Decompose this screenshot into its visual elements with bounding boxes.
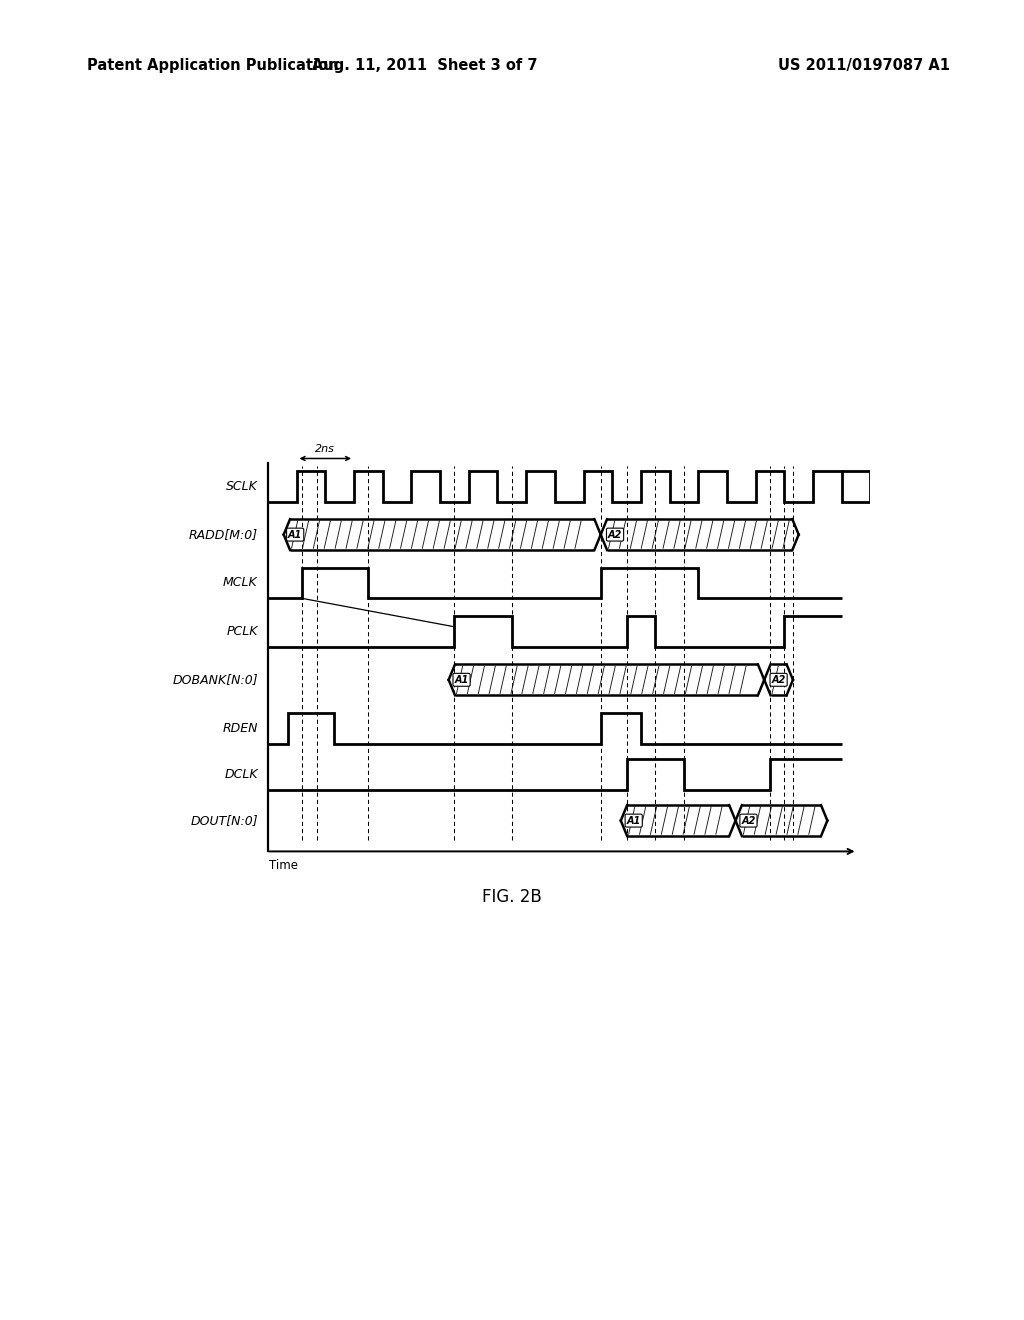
Text: US 2011/0197087 A1: US 2011/0197087 A1	[778, 58, 950, 73]
Text: Patent Application Publication: Patent Application Publication	[87, 58, 339, 73]
Text: SCLK: SCLK	[226, 479, 258, 492]
Text: DOBANK[N:0]: DOBANK[N:0]	[172, 673, 258, 686]
Text: A2: A2	[771, 675, 785, 685]
Text: MCLK: MCLK	[223, 577, 258, 590]
Text: A1: A1	[627, 816, 641, 825]
Text: DCLK: DCLK	[224, 768, 258, 781]
Text: 2ns: 2ns	[315, 444, 335, 454]
Text: RDEN: RDEN	[222, 722, 258, 735]
Text: PCLK: PCLK	[226, 624, 258, 638]
Text: A1: A1	[288, 529, 302, 540]
Text: DOUT[N:0]: DOUT[N:0]	[190, 814, 258, 828]
Text: FIG. 2B: FIG. 2B	[482, 888, 542, 907]
Text: RADD[M:0]: RADD[M:0]	[188, 528, 258, 541]
Text: A1: A1	[455, 675, 469, 685]
Text: A2: A2	[608, 529, 623, 540]
Text: Time: Time	[269, 859, 298, 873]
Text: Aug. 11, 2011  Sheet 3 of 7: Aug. 11, 2011 Sheet 3 of 7	[312, 58, 538, 73]
Text: A2: A2	[741, 816, 756, 825]
